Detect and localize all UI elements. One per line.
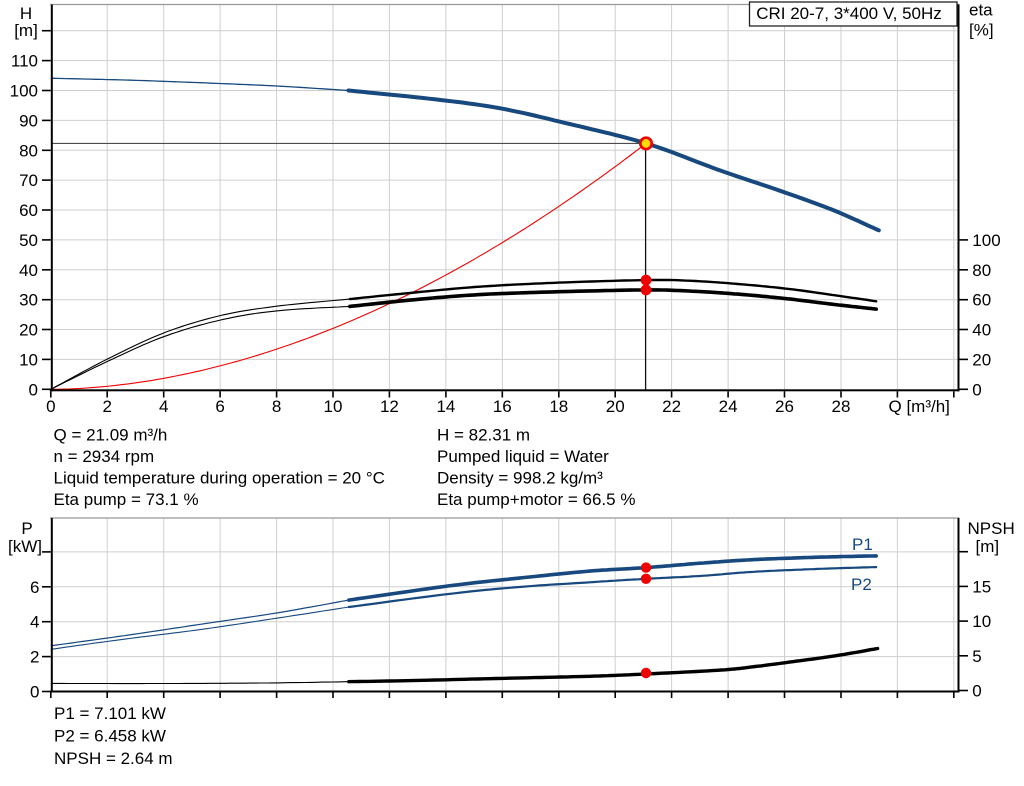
svg-text:10: 10: [19, 350, 38, 369]
svg-text:P1: P1: [852, 535, 873, 554]
svg-text:22: 22: [662, 397, 681, 416]
svg-text:80: 80: [972, 261, 991, 280]
svg-text:0: 0: [972, 682, 981, 701]
svg-text:Pumped liquid = Water: Pumped liquid = Water: [437, 447, 609, 466]
svg-text:30: 30: [19, 291, 38, 310]
svg-text:8: 8: [272, 397, 281, 416]
svg-text:16: 16: [493, 397, 512, 416]
svg-text:6: 6: [215, 397, 224, 416]
svg-text:[%]: [%]: [969, 21, 994, 40]
svg-text:10: 10: [972, 612, 991, 631]
svg-text:40: 40: [19, 261, 38, 280]
svg-text:Q [m³/h]: Q [m³/h]: [889, 397, 950, 416]
svg-text:NPSH = 2.64 m: NPSH = 2.64 m: [54, 749, 173, 768]
svg-text:20: 20: [972, 350, 991, 369]
svg-text:NPSH: NPSH: [968, 519, 1015, 538]
svg-text:Density = 998.2 kg/m³: Density = 998.2 kg/m³: [437, 468, 603, 487]
svg-text:[kW]: [kW]: [8, 537, 42, 556]
svg-text:10: 10: [324, 397, 343, 416]
svg-text:24: 24: [719, 397, 738, 416]
svg-text:100: 100: [10, 82, 38, 101]
svg-text:CRI 20-7, 3*400 V, 50Hz: CRI 20-7, 3*400 V, 50Hz: [756, 4, 942, 23]
svg-text:60: 60: [972, 291, 991, 310]
svg-text:P1 = 7.101 kW: P1 = 7.101 kW: [54, 704, 166, 723]
svg-text:0: 0: [46, 397, 55, 416]
svg-text:P: P: [21, 519, 32, 538]
svg-text:0: 0: [30, 683, 39, 702]
svg-text:15: 15: [972, 577, 991, 596]
svg-text:14: 14: [436, 397, 455, 416]
svg-text:110: 110: [11, 52, 38, 71]
svg-text:Eta pump+motor = 66.5 %: Eta pump+motor = 66.5 %: [437, 490, 635, 509]
svg-text:18: 18: [549, 397, 568, 416]
svg-text:28: 28: [832, 397, 851, 416]
svg-text:40: 40: [972, 321, 991, 340]
svg-text:0: 0: [29, 380, 38, 399]
svg-text:20: 20: [606, 397, 625, 416]
svg-text:4: 4: [159, 397, 168, 416]
svg-text:n = 2934 rpm: n = 2934 rpm: [54, 447, 155, 466]
svg-text:50: 50: [19, 231, 38, 250]
svg-text:[m]: [m]: [14, 21, 38, 40]
svg-text:eta: eta: [969, 0, 993, 19]
svg-text:12: 12: [380, 397, 399, 416]
svg-text:80: 80: [19, 141, 38, 160]
svg-text:P2: P2: [851, 575, 872, 594]
svg-text:26: 26: [775, 397, 794, 416]
svg-text:Q = 21.09 m³/h: Q = 21.09 m³/h: [54, 425, 168, 444]
svg-text:5: 5: [972, 647, 981, 666]
svg-text:[m]: [m]: [976, 537, 1000, 556]
svg-text:2: 2: [30, 648, 39, 667]
svg-text:Eta pump = 73.1 %: Eta pump = 73.1 %: [54, 490, 199, 509]
svg-text:60: 60: [19, 201, 38, 220]
svg-text:0: 0: [972, 380, 981, 399]
svg-text:70: 70: [19, 171, 38, 190]
svg-text:6: 6: [30, 578, 39, 597]
svg-text:100: 100: [972, 231, 1000, 250]
svg-text:H: H: [20, 4, 32, 23]
svg-text:20: 20: [19, 321, 38, 340]
svg-text:H = 82.31 m: H = 82.31 m: [437, 425, 530, 444]
svg-text:Liquid temperature during oper: Liquid temperature during operation = 20…: [54, 468, 385, 487]
svg-text:90: 90: [19, 111, 38, 130]
svg-text:2: 2: [102, 397, 111, 416]
svg-text:4: 4: [30, 613, 39, 632]
svg-text:P2 = 6.458 kW: P2 = 6.458 kW: [54, 727, 166, 746]
